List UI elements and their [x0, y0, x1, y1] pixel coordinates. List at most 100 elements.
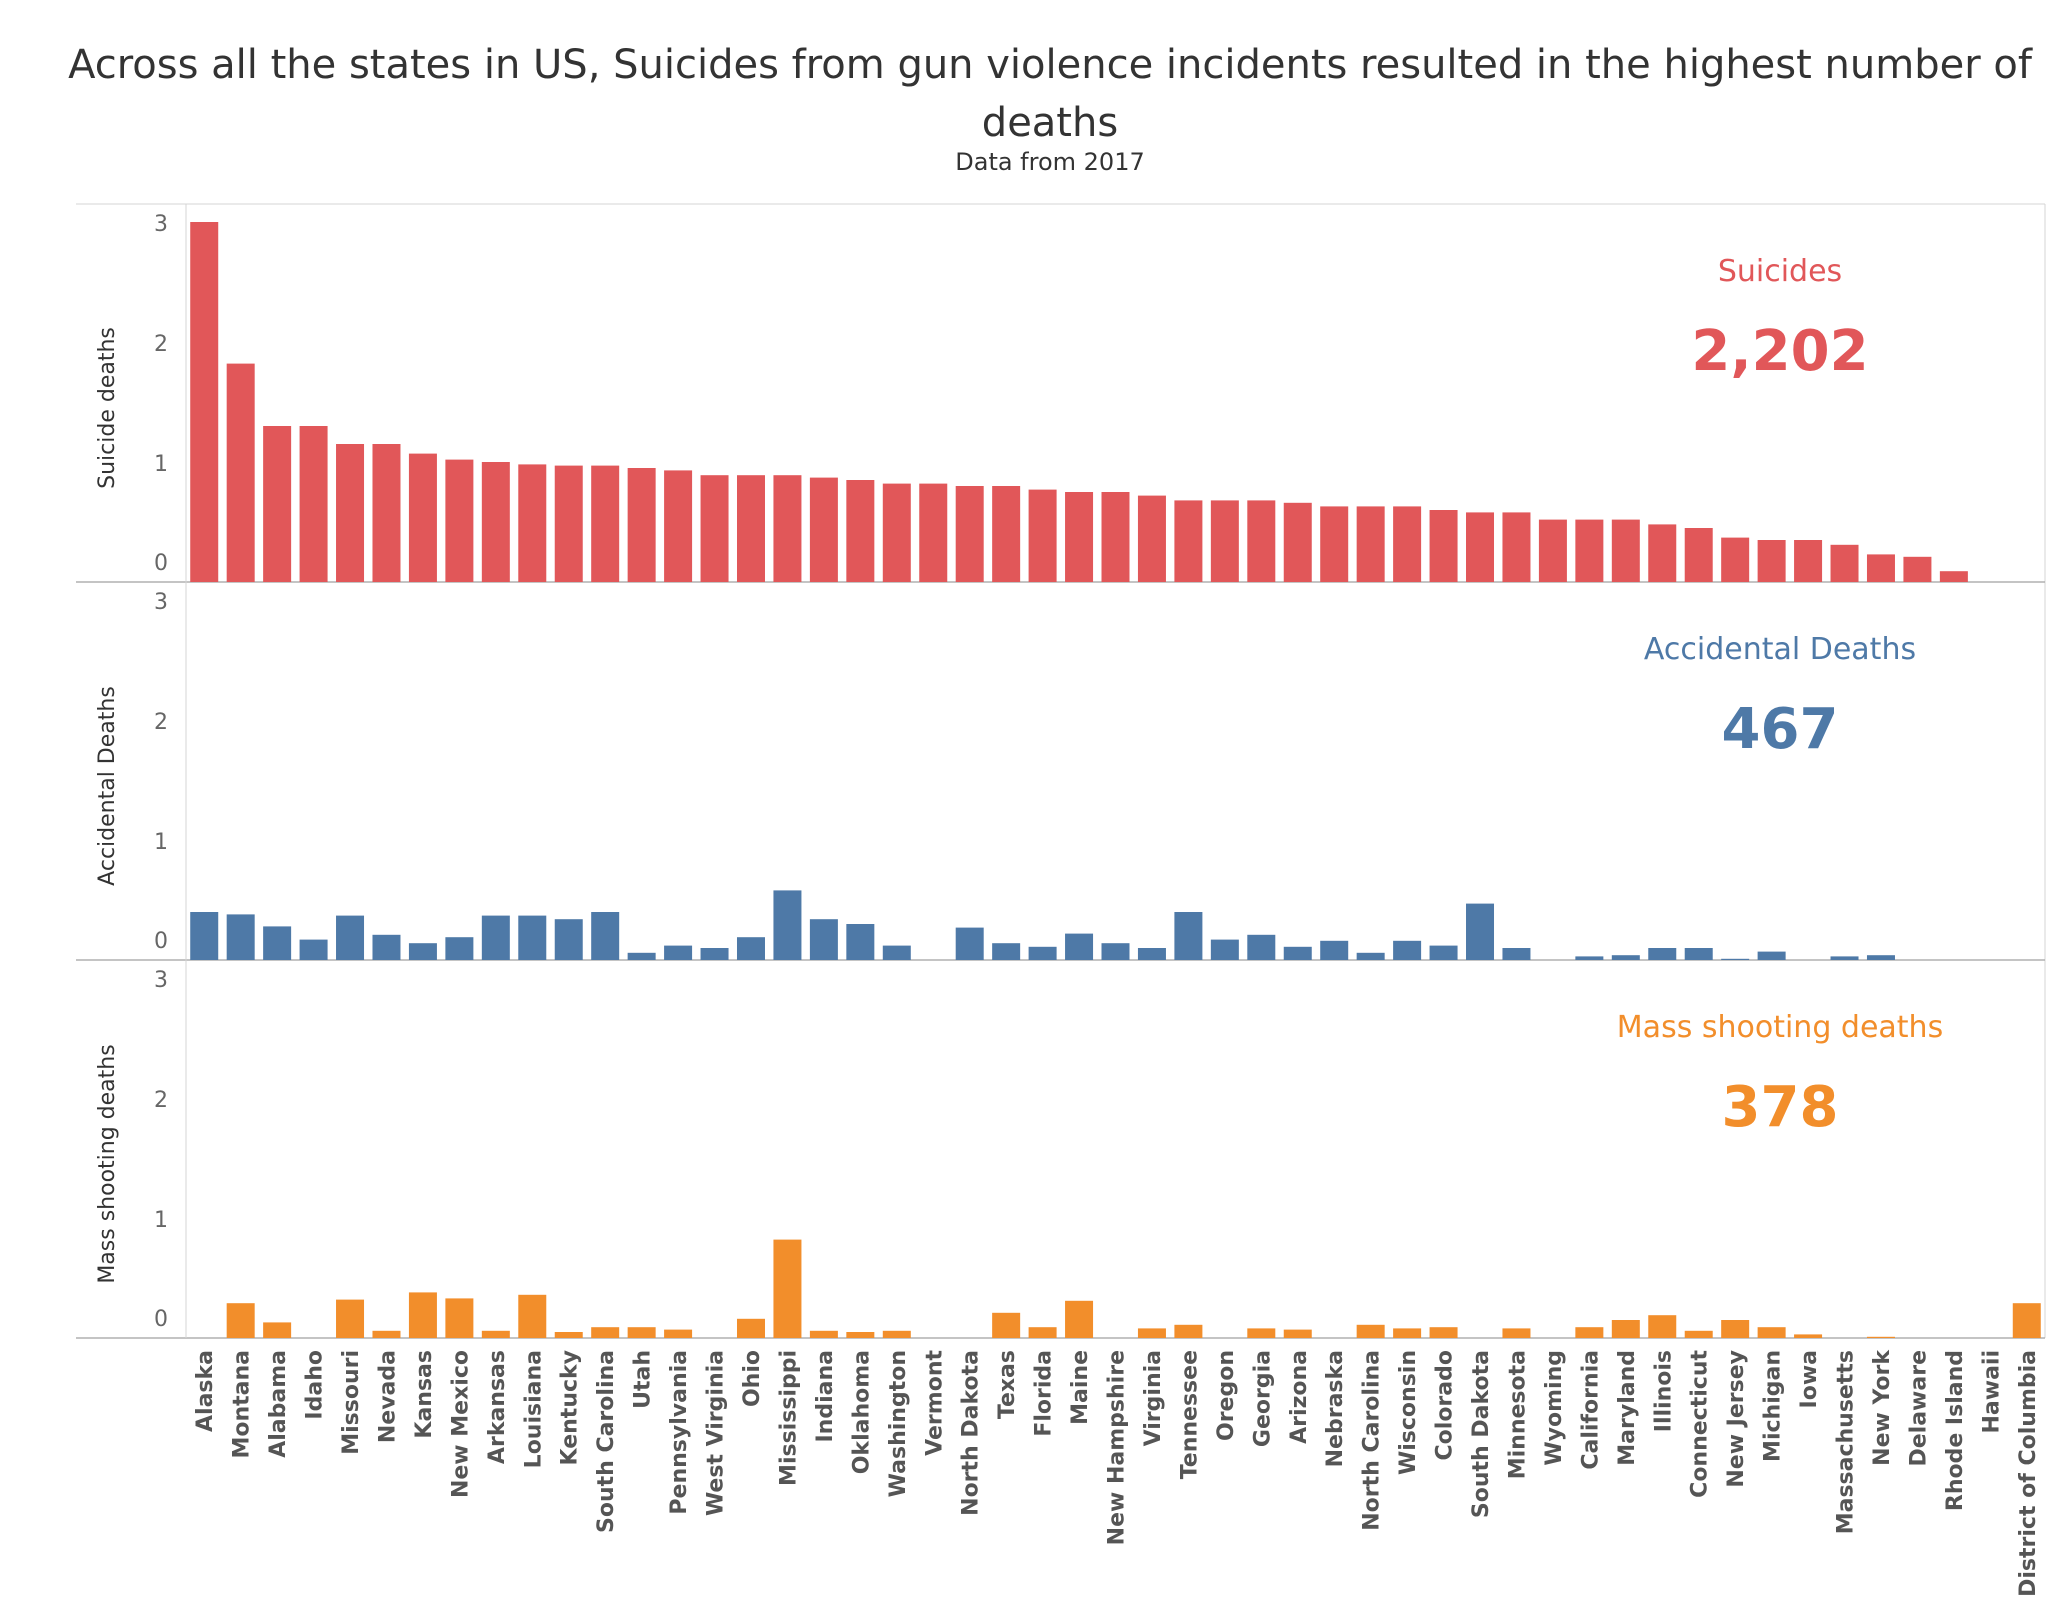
y-tick-label: 0 — [154, 551, 168, 576]
bar-0-33 — [1393, 506, 1422, 582]
bar-2-23 — [1028, 1327, 1057, 1338]
bar-2-36 — [1502, 1328, 1531, 1338]
bar-1-8 — [481, 915, 510, 960]
bar-0-23 — [1028, 489, 1057, 582]
x-tick-label: Texas — [995, 1350, 1020, 1419]
x-tick-label: New Mexico — [448, 1350, 473, 1498]
bar-1-46 — [1866, 955, 1895, 960]
bar-0-38 — [1575, 519, 1604, 582]
bar-2-30 — [1283, 1329, 1312, 1338]
bar-0-31 — [1320, 506, 1349, 582]
bar-1-6 — [408, 943, 437, 960]
bar-2-33 — [1393, 1328, 1422, 1338]
bar-2-22 — [992, 1312, 1021, 1338]
bar-2-41 — [1684, 1330, 1713, 1338]
bar-0-24 — [1065, 492, 1094, 582]
bar-2-6 — [408, 1292, 437, 1338]
x-tick-label: Kentucky — [558, 1350, 583, 1465]
bar-2-15 — [736, 1318, 765, 1338]
x-tick-label: Pennsylvania — [667, 1350, 692, 1515]
bar-0-28 — [1210, 500, 1239, 582]
y-tick-label: 0 — [154, 1307, 168, 1332]
bar-1-34 — [1429, 945, 1458, 960]
bar-0-47 — [1903, 556, 1932, 582]
bar-0-11 — [591, 465, 620, 582]
bar-0-14 — [700, 475, 729, 582]
x-tick-label: Rhode Island — [1943, 1350, 1968, 1511]
bar-2-9 — [518, 1294, 547, 1338]
x-tick-label: Vermont — [922, 1350, 947, 1456]
bar-1-27 — [1174, 912, 1203, 960]
x-tick-label: South Carolina — [594, 1350, 619, 1533]
bar-1-14 — [700, 948, 729, 960]
x-tick-label: Wisconsin — [1396, 1350, 1421, 1475]
y-tick-label: 3 — [154, 212, 168, 237]
x-tick-label: Wyoming — [1542, 1350, 1567, 1466]
bar-1-41 — [1684, 948, 1713, 960]
bar-2-10 — [554, 1332, 583, 1338]
x-tick-label: Delaware — [1906, 1350, 1931, 1467]
bar-0-19 — [882, 483, 911, 582]
bar-2-2 — [263, 1322, 292, 1338]
bar-1-11 — [591, 912, 620, 960]
bar-1-0 — [190, 912, 219, 960]
bar-1-13 — [664, 945, 693, 960]
y-tick-label: 3 — [154, 968, 168, 993]
bar-2-26 — [1137, 1328, 1166, 1338]
y-tick-label: 2 — [154, 1088, 168, 1113]
x-tick-label: Washington — [886, 1350, 911, 1497]
bar-0-43 — [1757, 540, 1786, 582]
x-tick-label: Arizona — [1287, 1350, 1312, 1444]
x-tick-label: Oklahoma — [849, 1350, 874, 1474]
bar-2-50 — [2012, 1303, 2041, 1338]
bar-1-25 — [1101, 943, 1130, 960]
x-tick-label: Alaska — [193, 1350, 218, 1432]
bar-2-17 — [809, 1330, 838, 1338]
bar-0-44 — [1794, 540, 1823, 582]
bar-0-2 — [263, 426, 292, 582]
bar-1-3 — [299, 939, 328, 960]
bar-0-7 — [445, 459, 474, 582]
bar-1-23 — [1028, 946, 1057, 960]
y-axis-title: Mass shooting deaths — [95, 1044, 120, 1283]
bar-2-12 — [627, 1327, 656, 1338]
bar-1-12 — [627, 952, 656, 960]
series-label: Accidental Deaths — [1644, 632, 1916, 667]
bar-0-13 — [664, 470, 693, 582]
bar-0-25 — [1101, 492, 1130, 582]
x-tick-label: Kansas — [412, 1350, 437, 1439]
bar-2-32 — [1356, 1324, 1385, 1338]
y-tick-label: 2 — [154, 332, 168, 357]
y-tick-label: 1 — [154, 1208, 168, 1233]
x-tick-label: Minnesota — [1505, 1350, 1530, 1479]
x-tick-label: Massachusetts — [1834, 1350, 1859, 1534]
bar-0-6 — [408, 453, 437, 582]
y-axis-title: Accidental Deaths — [95, 686, 120, 886]
bar-0-27 — [1174, 500, 1203, 582]
bar-2-34 — [1429, 1327, 1458, 1338]
bar-0-17 — [809, 477, 838, 582]
x-tick-label: New Jersey — [1724, 1350, 1749, 1488]
bar-1-39 — [1611, 955, 1640, 960]
y-tick-label: 2 — [154, 710, 168, 735]
bar-2-7 — [445, 1298, 474, 1338]
bar-0-21 — [955, 486, 984, 582]
x-tick-label: Iowa — [1797, 1350, 1822, 1408]
x-tick-label: District of Columbia — [2016, 1350, 2041, 1597]
bar-1-19 — [882, 945, 911, 960]
y-tick-label: 1 — [154, 830, 168, 855]
x-tick-label: Illinois — [1651, 1350, 1676, 1432]
y-axis-title: Suicide deaths — [95, 327, 120, 489]
bar-0-41 — [1684, 528, 1713, 582]
bar-2-40 — [1648, 1315, 1677, 1338]
bar-1-26 — [1137, 948, 1166, 960]
bar-1-17 — [809, 919, 838, 960]
bar-2-16 — [773, 1239, 802, 1338]
bar-0-46 — [1866, 554, 1895, 582]
x-tick-label: Alabama — [266, 1350, 291, 1458]
x-tick-label: Arkansas — [485, 1350, 510, 1464]
x-tick-label: Maryland — [1615, 1350, 1640, 1466]
x-tick-label: Connecticut — [1688, 1350, 1713, 1498]
x-tick-label: Indiana — [813, 1350, 838, 1443]
bar-1-32 — [1356, 952, 1385, 960]
